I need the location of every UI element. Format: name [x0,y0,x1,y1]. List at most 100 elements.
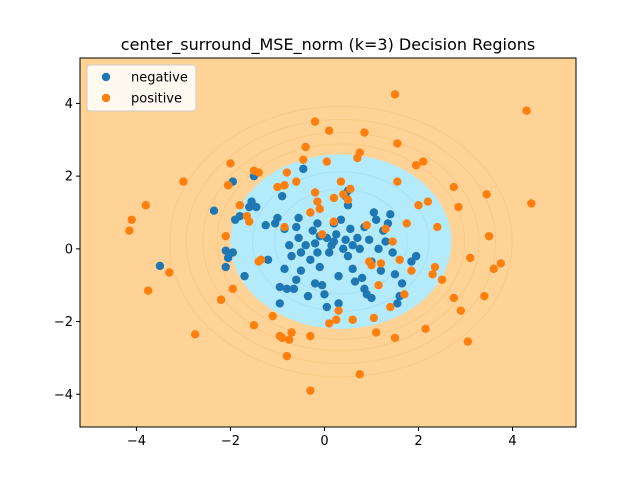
negative-point-22 [282,284,292,294]
negative-point-19 [277,191,287,201]
positive-point-56 [374,281,383,290]
negative-point-46 [334,299,343,308]
positive-point-49 [355,148,364,157]
negative-point-63 [369,208,379,217]
positive-point-86 [496,259,505,268]
negative-point-4 [221,262,230,272]
negative-point-0 [155,261,165,271]
positive-point-64 [400,290,409,299]
positive-point-31 [306,331,315,341]
negative-point-85 [292,275,301,284]
positive-point-57 [376,259,386,268]
negative-point-45 [332,230,341,239]
negative-point-53 [346,224,355,234]
negative-point-33 [303,291,313,301]
positive-point-37 [322,157,332,166]
positive-point-66 [407,266,416,275]
negative-point-64 [371,215,381,224]
positive-point-82 [480,291,489,301]
x-tick-label-0: −4 [127,434,146,449]
positive-point-27 [287,328,296,337]
negative-point-79 [329,237,339,246]
negative-point-3 [223,253,233,263]
negative-point-48 [336,215,346,224]
positive-point-95 [306,208,315,217]
positive-point-39 [324,319,334,328]
scatter-points-layer [125,90,536,395]
positive-point-2 [141,201,151,210]
positive-point-58 [381,224,390,234]
negative-point-32 [301,241,310,250]
positive-point-83 [482,190,491,199]
positive-point-9 [223,181,233,190]
negative-point-72 [390,270,400,279]
negative-point-20 [280,264,289,274]
positive-point-33 [310,188,320,197]
negative-point-65 [374,244,383,254]
negative-point-5 [228,248,237,257]
positive-point-59 [386,302,395,312]
positive-point-20 [273,182,282,192]
positive-point-5 [179,177,188,186]
negative-point-83 [310,279,320,288]
negative-point-81 [261,221,270,230]
negative-point-77 [411,251,421,261]
negative-point-11 [247,197,256,206]
negative-point-70 [386,210,395,219]
negative-point-24 [287,251,296,261]
positive-point-18 [254,168,263,177]
positive-point-0 [125,226,134,235]
positive-point-23 [280,181,289,190]
x-axis: −4 −2 0 2 4 [127,427,517,449]
positive-point-77 [449,293,458,303]
contour-ring-3 [202,132,480,352]
negative-point-71 [388,248,397,257]
positive-point-84 [484,231,494,241]
positive-point-85 [489,264,498,274]
x-tick-label-4: 4 [508,434,516,449]
positive-point-75 [437,275,447,284]
x-tick-label-2: 0 [320,434,328,449]
positive-point-19 [268,311,277,321]
positive-point-30 [301,142,310,152]
positive-point-69 [419,157,428,166]
positive-point-88 [527,199,536,208]
negative-point-28 [294,233,303,243]
negative-point-82 [360,284,369,294]
negative-point-52 [343,251,353,261]
positive-point-46 [346,184,355,194]
chart-title: center_surround_MSE_norm (k=3) Decision … [121,35,535,55]
legend-label-positive: positive [131,92,182,107]
positive-point-92 [393,177,402,186]
negative-point-47 [334,271,343,281]
positive-point-29 [299,155,308,164]
positive-point-65 [402,219,411,228]
negative-point-36 [310,239,320,248]
positive-point-41 [332,315,341,324]
positive-point-74 [433,222,442,232]
plot-frame [79,57,577,428]
y-tick-label-0: −4 [54,388,73,403]
y-tick-label-4: 4 [65,97,73,112]
negative-point-2 [221,246,230,255]
positive-point-14 [245,217,254,226]
negative-point-58 [357,273,367,283]
positive-point-72 [428,270,437,279]
x-tick-label-3: 2 [414,434,422,449]
positive-point-40 [329,193,339,203]
negative-point-13 [252,202,261,212]
positive-point-6 [190,330,200,339]
positive-point-73 [430,262,440,272]
negative-point-39 [317,281,327,290]
legend-label-negative: negative [131,71,188,86]
negative-point-38 [315,262,324,272]
positive-point-24 [280,222,289,232]
negative-point-86 [322,302,332,312]
positive-point-35 [315,204,324,214]
positive-point-47 [348,315,357,324]
negative-point-16 [273,213,282,223]
negative-point-27 [294,213,303,223]
positive-point-81 [466,253,475,263]
negative-point-50 [341,235,350,244]
positive-point-94 [256,255,266,264]
